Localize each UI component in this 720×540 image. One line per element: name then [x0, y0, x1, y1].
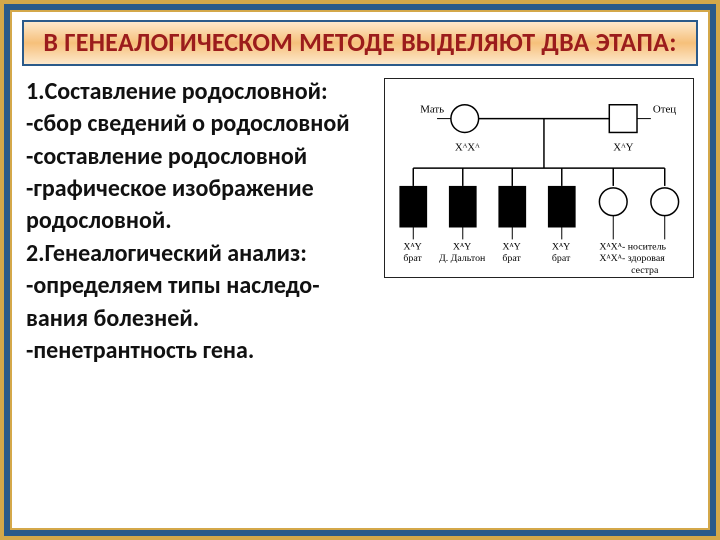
mother-genotype: XᴬXᴬ — [455, 141, 480, 153]
child-5 — [599, 188, 627, 216]
child-1-label: брат — [403, 253, 422, 264]
child-4 — [548, 186, 576, 228]
child-2 — [449, 186, 477, 228]
line-9: -пенетрантность гена. — [26, 335, 692, 367]
content-area: 1.Составление родословной: -сбор сведени… — [12, 72, 708, 528]
child-3 — [498, 186, 526, 228]
mother-label: Мать — [420, 104, 444, 116]
child-2-geno: XᴬY — [453, 241, 471, 252]
child-3-geno: XᴬY — [502, 241, 520, 252]
mother-symbol — [451, 105, 479, 133]
child-4-geno: XᴬY — [552, 241, 570, 252]
outer-frame: В ГЕНЕАЛОГИЧЕСКОМ МЕТОДЕ ВЫДЕЛЯЮТ ДВА ЭТ… — [0, 0, 720, 540]
child-4-label: брат — [552, 253, 571, 264]
line-8: вания болезней. — [26, 303, 692, 335]
child-1-geno: XᴬY — [403, 241, 421, 252]
title-text: В ГЕНЕАЛОГИЧЕСКОМ МЕТОДЕ ВЫДЕЛЯЮТ ДВА ЭТ… — [34, 28, 686, 58]
child-5-geno: XᴬXᴬ- носитель — [599, 241, 666, 252]
child-3-label: брат — [502, 253, 521, 264]
inner-panel: В ГЕНЕАЛОГИЧЕСКОМ МЕТОДЕ ВЫДЕЛЯЮТ ДВА ЭТ… — [10, 10, 710, 530]
title-box: В ГЕНЕАЛОГИЧЕСКОМ МЕТОДЕ ВЫДЕЛЯЮТ ДВА ЭТ… — [22, 20, 698, 66]
child-6 — [651, 188, 679, 216]
child-1 — [399, 186, 427, 228]
father-symbol — [609, 105, 637, 133]
pedigree-diagram: Мать XᴬXᴬ Отец XᴬY — [384, 78, 694, 278]
child-6-geno: XᴬXᴬ- здоровая — [599, 253, 665, 264]
child-6-label: сестра — [631, 265, 659, 276]
father-label: Отец — [653, 104, 676, 116]
father-genotype: XᴬY — [613, 141, 633, 153]
pedigree-svg: Мать XᴬXᴬ Отец XᴬY — [385, 79, 693, 277]
child-2-label: Д. Дальтон — [439, 253, 486, 264]
